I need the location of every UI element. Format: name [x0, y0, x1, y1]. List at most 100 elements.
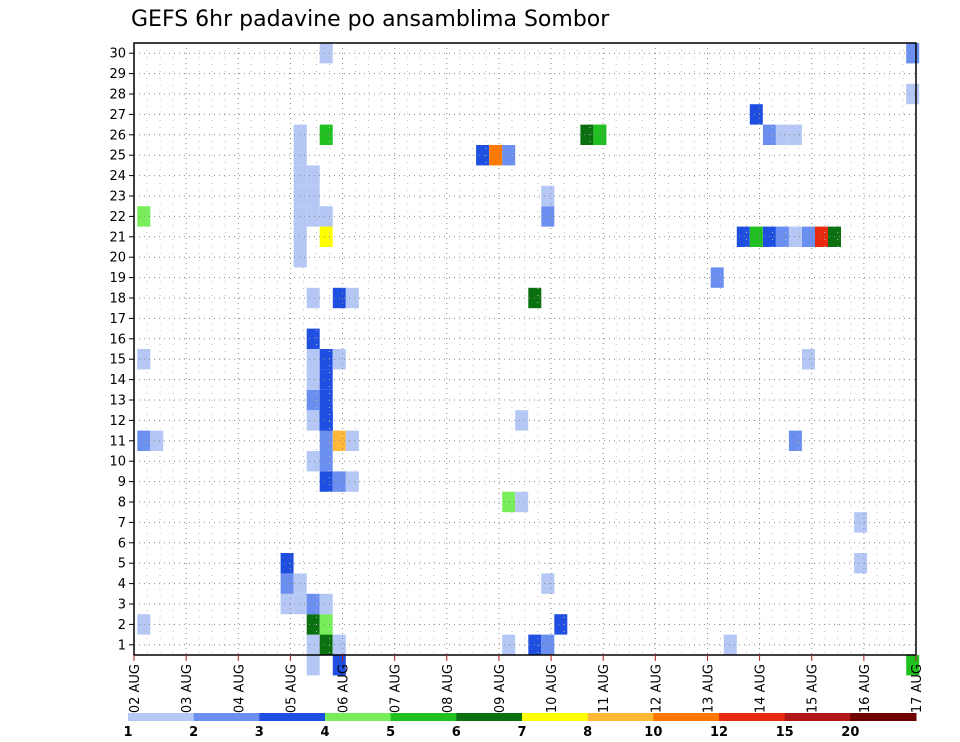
colorbar-label: 10: [644, 725, 662, 740]
heatmap-cell: [815, 226, 828, 247]
x-tick-label: 08 AUG: [441, 664, 456, 713]
x-tick-label: 11 AUG: [597, 664, 612, 713]
y-tick-label: 30: [109, 47, 126, 62]
heatmap-cell: [306, 389, 320, 411]
heatmap-cell: [906, 43, 920, 64]
heatmap-cell: [319, 124, 333, 145]
heatmap-cell: [502, 491, 516, 513]
x-tick-label: 03 AUG: [180, 664, 195, 713]
heatmap-cell: [319, 226, 333, 247]
x-tick-label: 16 AUG: [858, 664, 873, 713]
heatmap-cell: [319, 369, 333, 390]
y-tick-label: 20: [109, 251, 126, 266]
heatmap-cell: [723, 634, 737, 655]
y-tick-label: 8: [118, 496, 126, 511]
colorbar-label: 1: [123, 725, 132, 740]
heatmap-cell: [554, 614, 568, 635]
x-tick-label: 17 AUG: [910, 664, 925, 713]
heatmap-cell: [710, 267, 724, 288]
y-tick-label: 23: [109, 190, 126, 205]
heatmap-cell: [306, 655, 320, 676]
colorbar-swatch: [128, 713, 195, 721]
y-tick-label: 21: [109, 230, 126, 245]
heatmap-cell: [345, 287, 359, 309]
heatmap-cell: [345, 471, 359, 492]
x-tick-label: 06 AUG: [337, 664, 352, 713]
x-tick-label: 15 AUG: [806, 664, 821, 713]
x-tick-label: 02 AUG: [128, 664, 143, 713]
y-tick-label: 19: [109, 271, 126, 286]
colorbar-swatch: [259, 713, 326, 721]
colorbar-label: 8: [583, 725, 592, 740]
heatmap-cell: [502, 145, 516, 166]
colorbar-swatch: [193, 713, 260, 721]
heatmap-cell: [293, 593, 307, 615]
y-tick-label: 16: [109, 332, 126, 347]
y-tick-label: 14: [109, 373, 126, 388]
x-tick-label: 07 AUG: [389, 664, 404, 713]
heatmap-cell: [502, 634, 516, 655]
heatmap-cell: [736, 226, 750, 247]
heatmap-cell: [515, 491, 529, 513]
heatmap-cell: [306, 287, 320, 309]
y-tick-label: 3: [118, 598, 126, 613]
colorbar-swatch: [522, 713, 589, 721]
heatmap-cell: [802, 349, 815, 370]
y-tick-label: 11: [109, 434, 126, 449]
heatmap-cell: [541, 185, 555, 207]
heatmap-cell: [345, 430, 359, 451]
heatmap-cell: [293, 124, 307, 145]
y-tick-label: 25: [109, 149, 126, 164]
heatmap-cell: [306, 185, 320, 207]
heatmap-cell: [306, 206, 320, 227]
heatmap-cell: [293, 247, 307, 268]
y-tick-label: 1: [118, 638, 126, 653]
heatmap-cell: [489, 145, 503, 166]
heatmap-cell: [306, 451, 320, 472]
colorbar-label: 20: [841, 725, 859, 740]
x-tick-label: 04 AUG: [232, 664, 247, 713]
heatmap-cell: [306, 328, 320, 349]
heatmap-cell: [280, 573, 294, 594]
heatmap-cell: [541, 634, 555, 655]
heatmap-cell: [580, 124, 594, 145]
colorbar-label: 7: [517, 725, 526, 740]
x-tick-label: 05 AUG: [284, 664, 299, 713]
x-tick-label: 13 AUG: [701, 664, 716, 713]
colorbar-swatch: [456, 713, 523, 721]
heatmap-cell: [319, 471, 333, 492]
colorbar-label: 5: [386, 725, 395, 740]
x-tick-label: 10 AUG: [545, 664, 560, 713]
colorbar-swatch: [587, 713, 654, 721]
y-tick-label: 28: [109, 88, 126, 103]
y-tick-label: 6: [118, 536, 126, 551]
heatmap-cell: [802, 226, 815, 247]
heatmap-cell: [788, 226, 802, 247]
heatmap-cell: [476, 145, 490, 166]
heatmap-cell: [854, 512, 868, 533]
colorbar-label: 2: [189, 725, 198, 740]
colorbar-label: 15: [776, 725, 794, 740]
heatmap-cell: [319, 614, 333, 635]
plot-frame: [133, 42, 917, 656]
heatmap-cell: [319, 410, 333, 431]
colorbar-swatch: [850, 713, 917, 721]
y-tick-label: 22: [109, 210, 126, 225]
y-tick-label: 7: [118, 516, 126, 531]
heatmap-cell: [319, 634, 333, 655]
y-axis: 1234567891011121314151617181920212223242…: [109, 47, 134, 653]
colorbar-label: 6: [452, 725, 461, 740]
heatmap-cell: [775, 226, 789, 247]
heatmap-cell: [150, 430, 164, 451]
heatmap-cell: [319, 593, 333, 615]
heatmap-cell: [541, 573, 555, 594]
y-tick-label: 27: [109, 108, 126, 123]
y-tick-label: 9: [118, 475, 126, 490]
x-tick-label: 12 AUG: [649, 664, 664, 713]
heatmap-cell: [319, 43, 333, 64]
heatmap-cell: [293, 226, 307, 247]
heatmap-cell: [293, 573, 307, 594]
colorbar-swatch: [784, 713, 851, 721]
colorbar-label: 12: [710, 725, 728, 740]
